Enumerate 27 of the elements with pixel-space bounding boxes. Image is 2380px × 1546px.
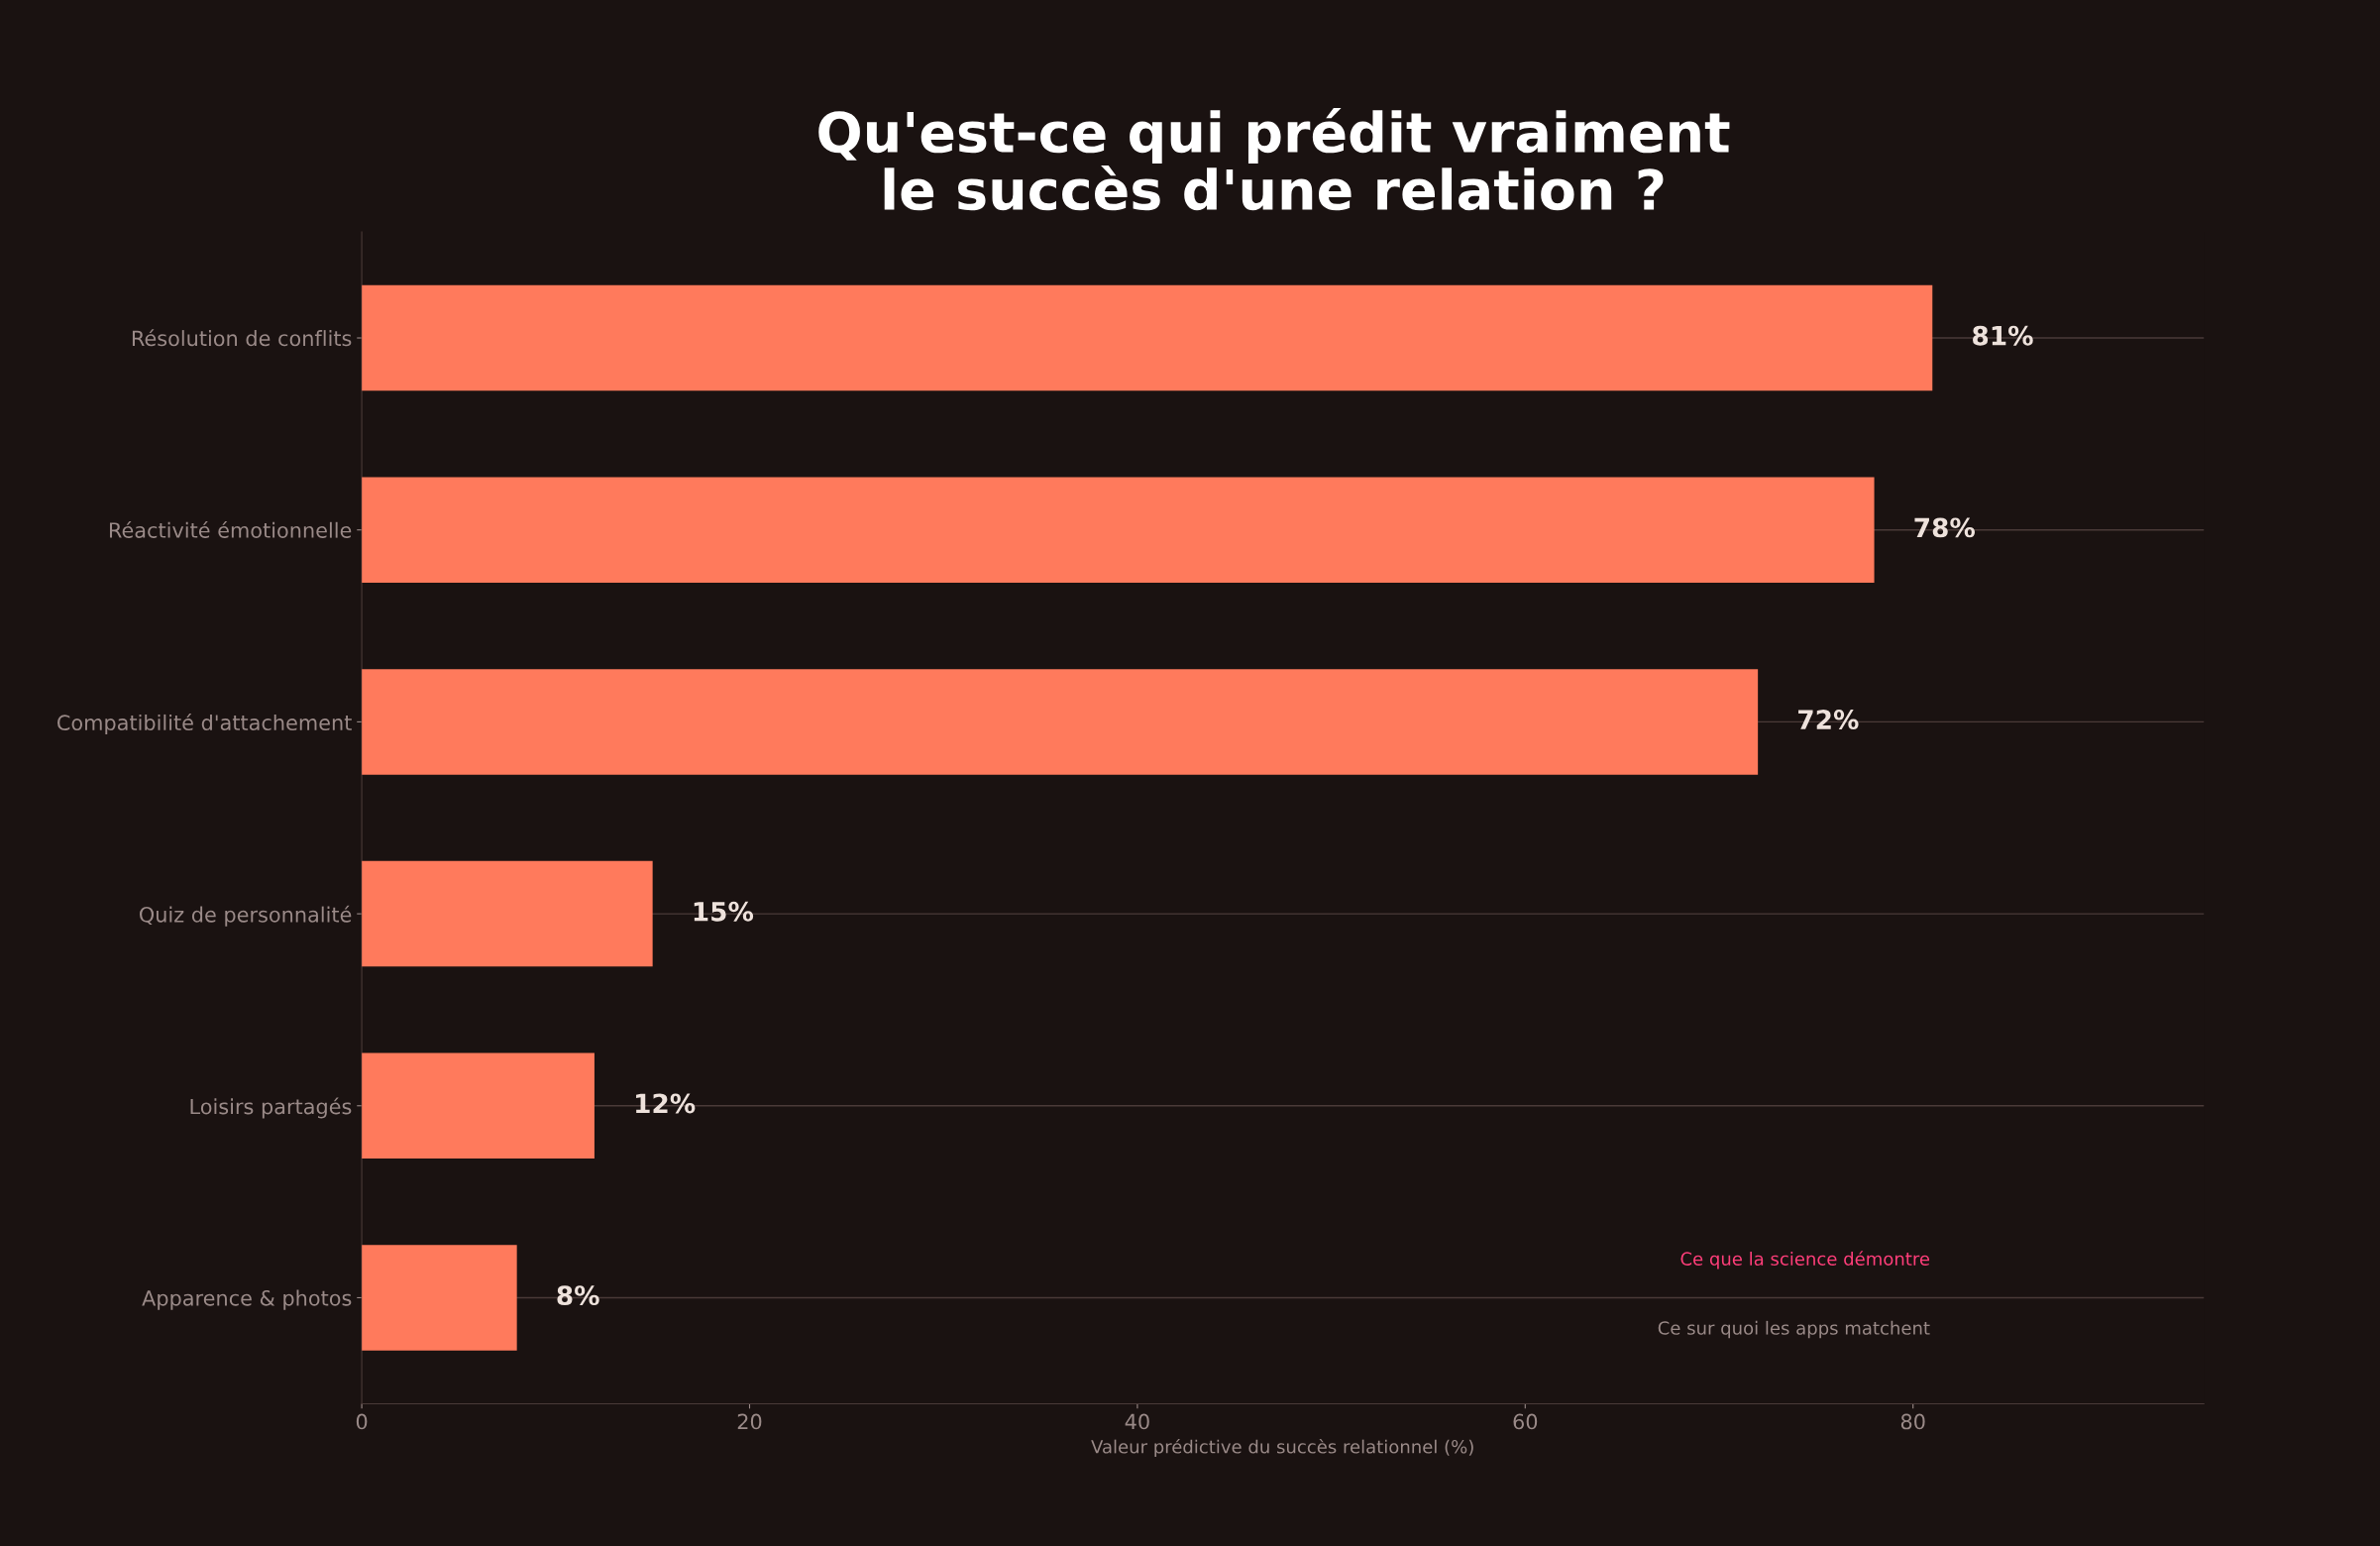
x-axis-title: Valeur prédictive du succès relationnel (%) [1091, 1438, 1473, 1458]
data-label: 72% [1798, 710, 1859, 730]
data-label: 78% [1914, 517, 1976, 538]
y-tick-label: Quiz de personnalité [139, 905, 352, 927]
bar [362, 669, 1759, 775]
x-tick-label: 40 [1125, 1413, 1149, 1430]
bar [362, 284, 1933, 391]
y-tick-label: Loisirs partagés [190, 1097, 352, 1119]
data-label: 12% [636, 1093, 696, 1114]
y-tick-label: Résolution de conflits [132, 329, 352, 347]
annotation: Ce sur quoi les apps matchent [1658, 1320, 1930, 1339]
x-tick-label: 60 [1513, 1413, 1538, 1430]
x-tick-label: 0 [356, 1413, 368, 1430]
bar [362, 1245, 517, 1351]
data-label: 8% [557, 1285, 599, 1306]
x-tick-label: 80 [1900, 1413, 1925, 1430]
y-tick-label: Compatibilité d'attachement [57, 714, 352, 735]
bar [362, 1052, 595, 1160]
bar [362, 477, 1875, 583]
annotation: Ce que la science démontre [1680, 1251, 1930, 1270]
y-tick-label: Réactivité émotionnelle [109, 520, 352, 538]
chart-title: Qu'est-ce qui prédit vraiment le succès d'une relation ? [818, 108, 1730, 211]
bar [362, 860, 653, 967]
y-tick-label: Apparence & photos [142, 1289, 352, 1310]
x-tick-label: 20 [737, 1413, 762, 1430]
data-label: 15% [694, 901, 754, 922]
data-label: 81% [1973, 325, 2033, 346]
